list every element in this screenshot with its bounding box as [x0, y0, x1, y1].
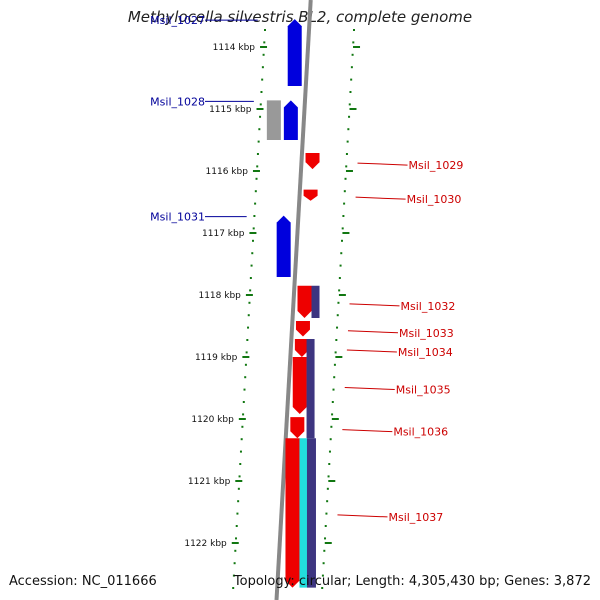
- accession-text: Accession: NC_011666: [9, 574, 157, 589]
- map-title: Methylocella silvestris BL2, complete ge…: [127, 8, 473, 26]
- scale-tick-label: 1117 kbp: [202, 229, 245, 239]
- scale-tick-label: 1122 kbp: [184, 539, 227, 549]
- gene-label: Msil_1029: [409, 159, 464, 172]
- gene-msil-1036: [290, 417, 305, 439]
- gene-msil-1031: [276, 215, 291, 278]
- gene-label: Msil_1030: [407, 193, 462, 206]
- gene-msil-1034: [294, 339, 309, 357]
- gene-msil-1028: [283, 100, 298, 140]
- feature-block: [299, 438, 308, 588]
- feature-block: [311, 285, 320, 318]
- feature-block: [306, 339, 315, 439]
- scale-tick-label: 1118 kbp: [198, 291, 241, 301]
- gene-leader-line: [347, 330, 398, 334]
- gene-leader-line: [349, 303, 400, 307]
- gene-label: Msil_1031: [150, 211, 205, 224]
- scale-tick-label: 1115 kbp: [209, 105, 252, 115]
- gene-label: Msil_1032: [401, 300, 456, 313]
- gene-label: Msil_1028: [150, 95, 205, 108]
- gene-msil-1032: [297, 285, 312, 318]
- gene-label: Msil_1036: [393, 426, 448, 439]
- scale-tick-label: 1121 kbp: [188, 477, 231, 487]
- topology-text: Topology: circular; Length: 4,305,430 bp…: [233, 574, 591, 589]
- gene-label: Msil_1037: [388, 511, 443, 524]
- gene-label: Msil_1034: [398, 346, 453, 359]
- gene-msil-1030: [303, 189, 318, 201]
- gene-leader-line: [344, 387, 395, 391]
- gene-leader-line: [357, 162, 408, 166]
- gene-leader-line: [346, 349, 397, 353]
- scale-tick-label: 1120 kbp: [191, 415, 234, 425]
- scale-tick-label: 1116 kbp: [206, 167, 249, 177]
- genome-backbone: [274, 0, 313, 600]
- gene-leader-line: [337, 514, 388, 518]
- gene-msil-1033: [295, 321, 310, 337]
- feature-block: [306, 438, 316, 588]
- gene-leader-line: [355, 196, 406, 200]
- gene-label: Msil_1035: [396, 384, 451, 397]
- gene-msil-1035: [292, 357, 307, 415]
- feature-block: [266, 100, 281, 140]
- gene-msil-1027: [287, 19, 302, 87]
- gene-msil-1037: [285, 438, 300, 588]
- scale-tick-label: 1114 kbp: [213, 43, 256, 53]
- inner-guide-rail: [232, 29, 266, 589]
- gene-label: Msil_1027: [150, 14, 205, 27]
- gene-leader-line: [342, 429, 393, 433]
- gene-label: Msil_1033: [399, 327, 454, 340]
- scale-tick-label: 1119 kbp: [195, 353, 238, 363]
- gene-msil-1029: [305, 153, 320, 170]
- outer-guide-rail: [321, 29, 355, 589]
